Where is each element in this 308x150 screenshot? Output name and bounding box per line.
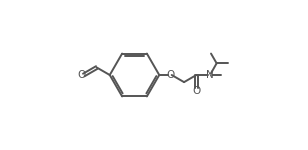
Text: O: O — [166, 70, 174, 80]
Text: O: O — [192, 86, 201, 96]
Text: O: O — [77, 70, 85, 80]
Text: N: N — [206, 70, 214, 80]
